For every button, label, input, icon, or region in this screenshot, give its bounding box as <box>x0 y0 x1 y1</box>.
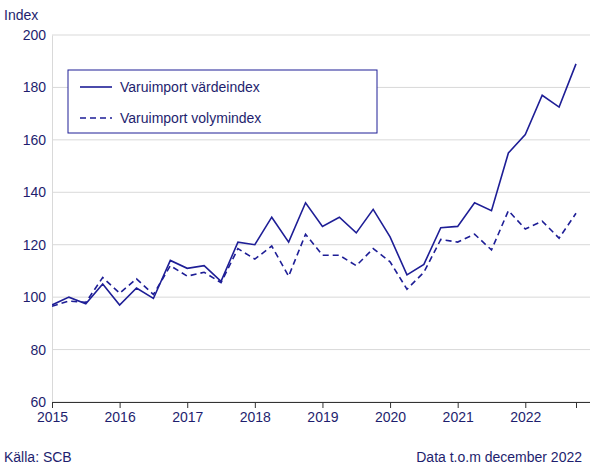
y-tick-label: 80 <box>30 342 46 358</box>
x-tick-label: 2018 <box>240 409 271 425</box>
legend-label: Varuimport värdeindex <box>120 79 260 95</box>
x-tick-mark <box>187 402 188 408</box>
y-tick-label: 200 <box>23 27 47 43</box>
y-tick: 80 <box>30 342 52 358</box>
y-tick: 180 <box>23 79 52 95</box>
x-axis-line <box>53 403 577 409</box>
x-tick-mark <box>52 402 53 408</box>
x-tick-label: 2021 <box>443 409 474 425</box>
x-tick: 2022 <box>510 402 541 425</box>
x-tick-mark <box>458 402 459 408</box>
y-tick-label: 180 <box>23 79 47 95</box>
source: Källa: SCB <box>4 449 72 465</box>
grid-line <box>52 244 590 245</box>
x-tick-label: 2022 <box>510 409 541 425</box>
x-tick-mark <box>255 402 256 408</box>
x-tick: 2019 <box>307 402 338 425</box>
y-tick: 60 <box>30 394 52 410</box>
y-tick-label: 140 <box>23 184 47 200</box>
x-tick-label: 2015 <box>37 409 68 425</box>
x-tick: 2020 <box>375 402 406 425</box>
series-line <box>52 64 576 305</box>
y-tick: 200 <box>23 27 52 43</box>
x-tick-label: 2019 <box>307 409 338 425</box>
y-tick: 160 <box>23 132 52 148</box>
grid-line <box>52 349 590 350</box>
x-tick-mark <box>120 402 121 408</box>
grid-line <box>52 297 590 298</box>
y-tick-label: 60 <box>30 394 46 410</box>
legend-box <box>68 70 377 133</box>
x-tick-mark <box>525 402 526 408</box>
legend-label: Varuimport volymindex <box>120 110 261 126</box>
grid-line <box>52 35 590 36</box>
x-tick: 2017 <box>172 402 203 425</box>
y-tick: 140 <box>23 184 52 200</box>
legend-swatch <box>80 117 112 119</box>
x-tick: 2018 <box>240 402 271 425</box>
y-axis-line <box>52 36 53 403</box>
x-tick: 2021 <box>443 402 474 425</box>
y-tick: 100 <box>23 289 52 305</box>
y-axis-title: Index <box>4 7 38 23</box>
plot-area <box>52 64 576 306</box>
x-tick-mark <box>322 402 323 408</box>
y-tick: 120 <box>23 237 52 253</box>
grid-line <box>52 192 590 193</box>
x-tick-label: 2016 <box>105 409 136 425</box>
chart: 6080100120140160180200201520162017201820… <box>0 0 605 469</box>
legend-swatch <box>80 86 112 88</box>
y-tick-label: 160 <box>23 132 47 148</box>
y-tick-label: 100 <box>23 289 47 305</box>
series-line <box>52 211 576 307</box>
x-tick-mark <box>390 402 391 408</box>
x-tick-label: 2017 <box>172 409 203 425</box>
grid-line <box>52 139 590 140</box>
x-tick: 2015 <box>37 402 68 425</box>
grid <box>52 35 590 402</box>
x-tick-label: 2020 <box>375 409 406 425</box>
x-axis: 2015 2016 2017 2018 2019 2020 2021 2022 <box>37 402 590 425</box>
legend: Varuimport värdeindex Varuimport volymind… <box>68 70 377 133</box>
y-tick-label: 120 <box>23 237 47 253</box>
x-tick: 2016 <box>105 402 136 425</box>
y-axis: 60 80 100 120 140 160 180 200 <box>23 27 53 410</box>
x-axis-line-extension <box>576 402 590 403</box>
note: Data t.o.m december 2022 <box>416 449 582 465</box>
